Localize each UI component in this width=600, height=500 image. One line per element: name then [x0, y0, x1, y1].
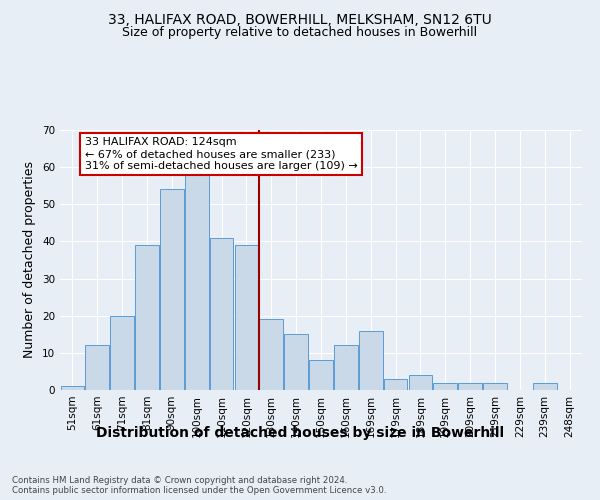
- Text: Size of property relative to detached houses in Bowerhill: Size of property relative to detached ho…: [122, 26, 478, 39]
- Bar: [284, 334, 308, 390]
- Bar: [334, 346, 358, 390]
- Bar: [533, 382, 557, 390]
- Text: Distribution of detached houses by size in Bowerhill: Distribution of detached houses by size …: [96, 426, 504, 440]
- Bar: [135, 245, 159, 390]
- Y-axis label: Number of detached properties: Number of detached properties: [23, 162, 37, 358]
- Bar: [359, 330, 383, 390]
- Bar: [185, 174, 209, 390]
- Bar: [433, 382, 457, 390]
- Text: 33 HALIFAX ROAD: 124sqm
← 67% of detached houses are smaller (233)
31% of semi-d: 33 HALIFAX ROAD: 124sqm ← 67% of detache…: [85, 138, 358, 170]
- Bar: [384, 379, 407, 390]
- Bar: [210, 238, 233, 390]
- Text: Contains HM Land Registry data © Crown copyright and database right 2024.
Contai: Contains HM Land Registry data © Crown c…: [12, 476, 386, 495]
- Bar: [483, 382, 507, 390]
- Bar: [61, 386, 84, 390]
- Bar: [458, 382, 482, 390]
- Bar: [85, 346, 109, 390]
- Bar: [235, 245, 258, 390]
- Bar: [160, 190, 184, 390]
- Bar: [409, 375, 432, 390]
- Bar: [309, 360, 333, 390]
- Bar: [259, 320, 283, 390]
- Bar: [110, 316, 134, 390]
- Text: 33, HALIFAX ROAD, BOWERHILL, MELKSHAM, SN12 6TU: 33, HALIFAX ROAD, BOWERHILL, MELKSHAM, S…: [108, 12, 492, 26]
